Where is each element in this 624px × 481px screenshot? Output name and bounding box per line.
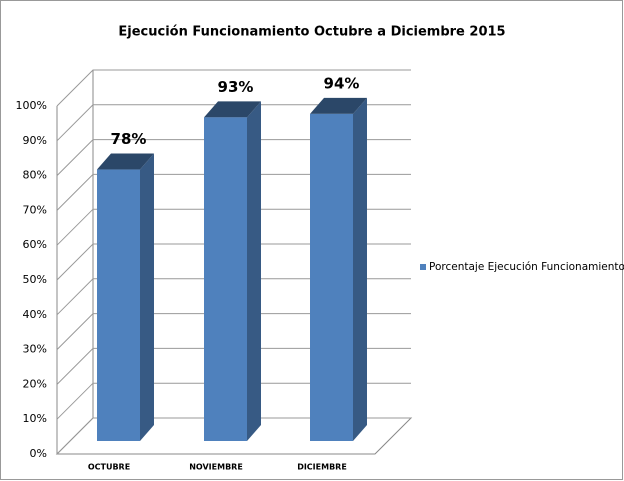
- chart-title: Ejecución Funcionamiento Octubre a Dicie…: [118, 25, 505, 40]
- x-tick-label: NOVIEMBRE: [189, 463, 243, 472]
- data-label: 94%: [324, 74, 360, 92]
- y-tick-label: 50%: [23, 273, 47, 286]
- grid-line: [56, 347, 411, 385]
- y-tick-label: 90%: [23, 134, 47, 147]
- grid-line: [56, 173, 411, 211]
- bar-side: [353, 97, 367, 441]
- x-tick-label: DICIEMBRE: [297, 463, 347, 472]
- y-tick-label: 60%: [23, 238, 47, 251]
- grid-line: [56, 243, 411, 281]
- grid-line: [56, 382, 411, 420]
- grid-line: [56, 104, 411, 142]
- data-label: 93%: [218, 78, 254, 96]
- bar: [310, 113, 353, 441]
- y-tick-label: 30%: [23, 343, 47, 356]
- grid-line: [56, 417, 411, 455]
- grid-line: [56, 208, 411, 246]
- y-tick-label: 70%: [23, 203, 47, 216]
- x-tick-label: OCTUBRE: [88, 463, 130, 472]
- bar-top: [204, 101, 261, 118]
- y-tick-label: 80%: [23, 169, 47, 182]
- grid-line: [56, 139, 411, 176]
- y-tick-label: 20%: [23, 377, 47, 390]
- y-tick-label: 10%: [23, 412, 47, 425]
- bar-top: [97, 153, 154, 170]
- y-tick-label: 40%: [23, 308, 47, 321]
- legend-swatch: [420, 264, 426, 270]
- bar: [204, 117, 247, 442]
- grid-line: [56, 278, 411, 316]
- y-tick-label: 100%: [16, 99, 47, 112]
- bar-top: [310, 97, 367, 114]
- legend-label: Porcentaje Ejecución Funcionamiento: [429, 261, 624, 273]
- data-label: 78%: [111, 130, 147, 148]
- y-tick-label: 0%: [30, 447, 47, 460]
- bar: [97, 169, 140, 441]
- grid-line: [56, 313, 411, 350]
- bar-side: [247, 101, 261, 442]
- grid-line: [56, 69, 411, 107]
- bar-side: [140, 153, 154, 441]
